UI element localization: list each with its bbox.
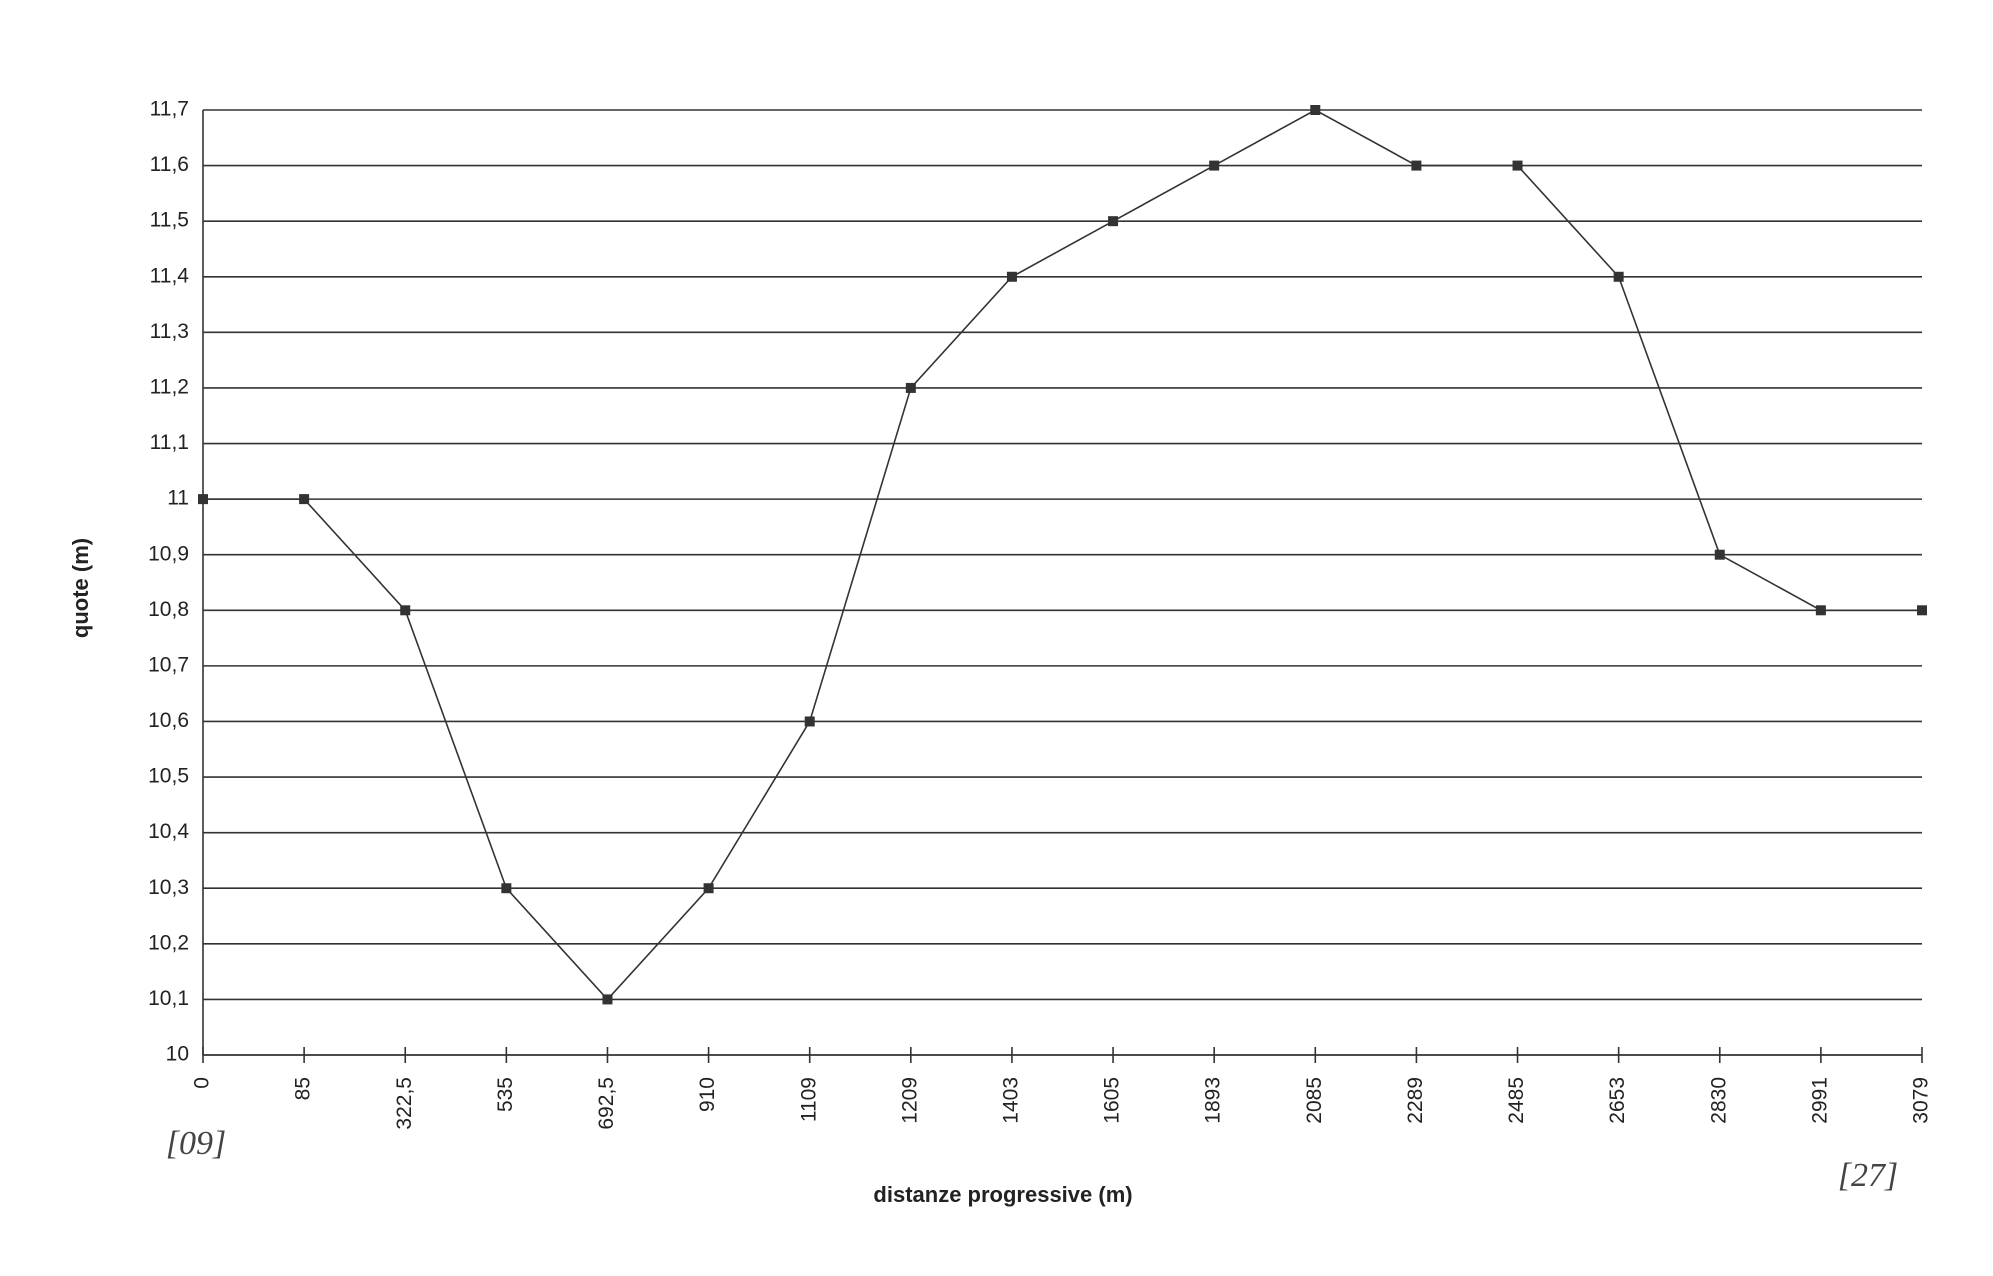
x-tick-label: 1403 [999,1077,1022,1124]
marker [198,494,208,505]
y-tick-label: 11,1 [150,431,189,454]
marker [1613,271,1624,282]
x-tick-label: 2653 [1606,1077,1629,1124]
x-tick-label: 1605 [1101,1077,1124,1124]
marker [1411,160,1422,171]
marker [1209,160,1220,171]
y-tick-label: 10,9 [148,542,189,565]
y-axis-title: quote (m) [68,538,93,638]
marker [400,605,411,616]
marker [1512,160,1523,171]
x-tick-label: 910 [696,1077,719,1112]
y-tick-label: 10,5 [148,765,189,788]
y-tick-label: 10,8 [148,598,189,621]
y-tick-label: 11,7 [150,98,189,121]
marker [703,883,714,894]
y-tick-label: 10,2 [148,931,189,954]
x-tick-label: 2289 [1404,1077,1427,1124]
y-tick-label: 11,4 [150,264,190,287]
x-tick-label: 3079 [1910,1077,1933,1124]
marker [1006,271,1017,282]
y-tick-label: 10,1 [148,987,189,1010]
x-tick-label: 692,5 [595,1077,618,1130]
annotation: [09] [166,1125,226,1162]
marker [1714,549,1725,560]
marker [501,883,512,894]
marker [299,494,310,505]
x-tick-label: 1209 [898,1077,921,1124]
marker [1108,216,1119,227]
y-tick-label: 11,2 [150,375,189,398]
y-tick-label: 11 [167,487,189,510]
line [203,109,1922,1001]
x-axis-title: distanze progressive (m) [873,1182,1132,1207]
y-tick-label: 11,5 [150,209,189,232]
x-tick-label: 322,5 [393,1077,416,1130]
y-tick-label: 11,3 [150,320,189,343]
annotation: [27] [1838,1157,1898,1194]
x-tick-label: 2830 [1707,1077,1730,1124]
y-tick-label: 10,7 [148,653,189,676]
marker [1815,605,1826,616]
x-tick-label: 2085 [1303,1077,1326,1124]
y-tick-label: 10 [166,1043,189,1066]
marker [1917,605,1927,616]
marker [602,994,613,1005]
x-tick-label: 1893 [1202,1077,1225,1124]
marker [905,382,916,393]
x-tick-label: 2485 [1505,1077,1528,1124]
x-tick-label: 535 [494,1077,517,1112]
x-tick-label: 85 [292,1077,315,1100]
y-tick-label: 10,6 [148,709,189,732]
x-tick-label: 2991 [1808,1077,1831,1124]
x-tick-label: 1109 [797,1077,820,1122]
y-tick-label: 10,3 [148,876,189,899]
marker [804,716,815,727]
y-tick-label: 11,6 [150,153,189,176]
marker [1310,105,1321,115]
y-tick-label: 10,4 [148,820,189,843]
x-tick-label: 0 [191,1077,214,1089]
